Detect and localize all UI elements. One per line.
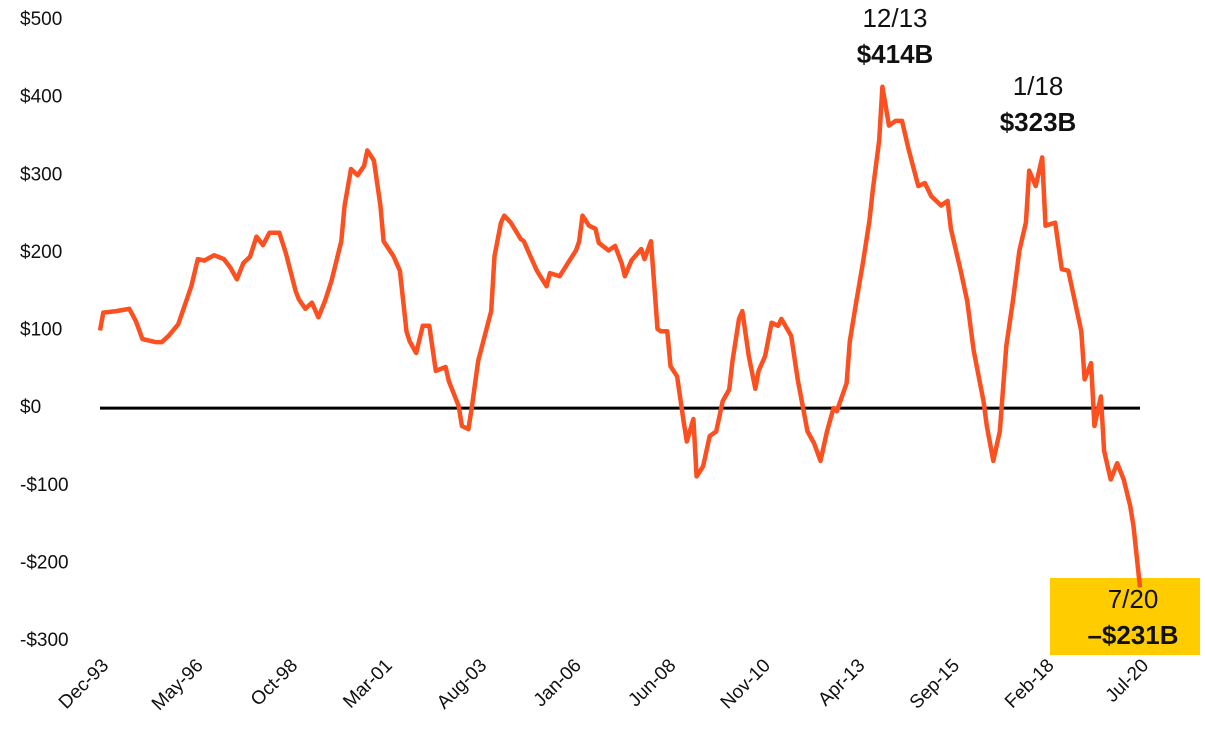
x-tick-label: May-96 [148,655,208,715]
data-line [97,84,1143,588]
y-tick-label: $400 [20,87,62,108]
y-tick-label: -$100 [20,475,69,496]
annotation-value: –$231B [1087,620,1178,650]
annotation-date: 12/13 [862,3,927,33]
x-tick-label: Mar-01 [339,655,396,712]
x-tick-label: Jan-06 [530,655,586,711]
y-tick-label: $300 [20,164,62,185]
x-tick-label: Apr-13 [814,655,869,710]
x-tick-label: Sep-15 [906,655,964,713]
x-tick-label: Jul-20 [1102,655,1153,706]
y-tick-label: -$200 [20,552,69,573]
x-tick-label: Aug-03 [433,655,491,713]
y-tick-label: $0 [20,397,41,418]
x-tick-label: Feb-18 [1001,655,1058,712]
y-tick-label: $200 [20,242,62,263]
annotation-date: 7/20 [1108,584,1159,614]
y-tick-label: $500 [20,9,62,30]
x-tick-label: Nov-10 [717,655,775,713]
x-tick-label: Jun-08 [624,655,680,711]
y-tick-label: $100 [20,320,62,341]
y-tick-label: -$300 [20,630,69,651]
annotation-value: $414B [857,39,934,69]
x-tick-label: Dec-93 [55,655,113,713]
annotation-value: $323B [1000,107,1077,137]
x-tick-label: Oct-98 [247,655,302,710]
annotation-date: 1/18 [1013,71,1064,101]
highlight-box [1050,578,1200,655]
